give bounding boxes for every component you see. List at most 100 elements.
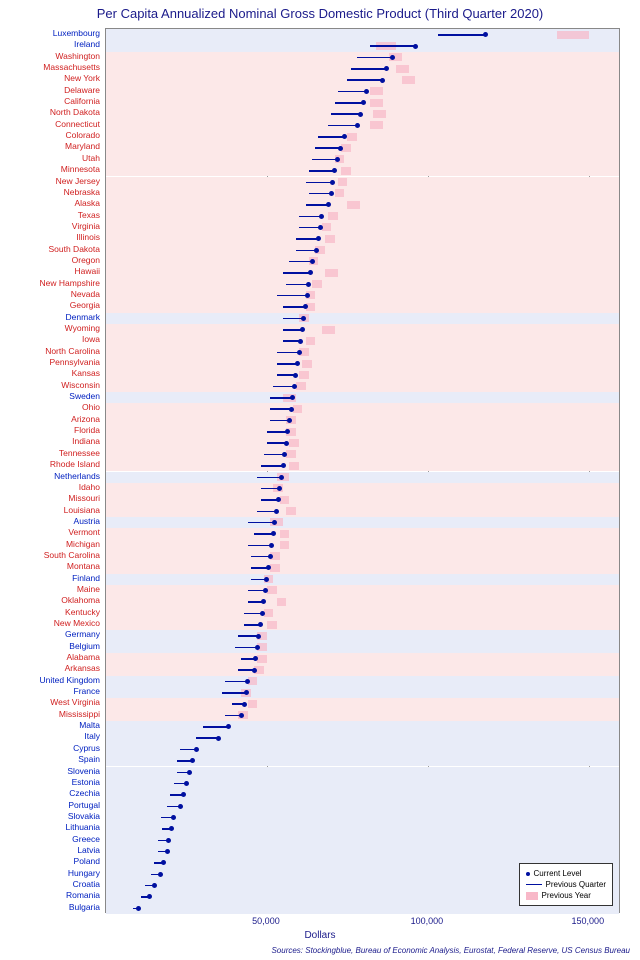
data-row: [106, 789, 619, 800]
row-label: Italy: [0, 731, 100, 742]
row-label: New Mexico: [0, 618, 100, 629]
row-label: Croatia: [0, 879, 100, 890]
prev-quarter-line: [299, 227, 320, 229]
prev-quarter-line: [315, 147, 341, 149]
current-dot: [171, 815, 176, 820]
prev-year-marker: [264, 609, 274, 617]
legend-prevy: Previous Year: [526, 890, 606, 901]
legend-label: Previous Quarter: [546, 880, 606, 889]
prev-quarter-line: [309, 193, 332, 195]
row-label: Belgium: [0, 641, 100, 652]
data-row: [106, 540, 619, 551]
data-row: [106, 778, 619, 789]
row-label: Luxembourg: [0, 28, 100, 39]
row-label: Delaware: [0, 85, 100, 96]
current-dot: [329, 191, 334, 196]
current-dot: [147, 894, 152, 899]
prev-quarter-line: [289, 261, 312, 263]
prev-year-marker: [370, 87, 383, 95]
prev-year-marker: [286, 507, 296, 515]
data-row: [106, 267, 619, 278]
prev-year-marker: [289, 462, 299, 470]
current-dot: [306, 282, 311, 287]
prev-year-marker: [322, 326, 335, 334]
row-label: South Dakota: [0, 244, 100, 255]
legend: Current Level Previous Quarter Previous Ye…: [519, 863, 613, 906]
row-label: Massachusetts: [0, 62, 100, 73]
row-label: Maine: [0, 584, 100, 595]
prev-quarter-line: [277, 295, 308, 297]
sources-text: Sources: Stockingblue, Bureau of Economi…: [0, 946, 630, 955]
prev-year-marker: [396, 65, 409, 73]
current-dot: [318, 225, 323, 230]
current-dot: [295, 361, 300, 366]
prev-year-marker: [322, 223, 332, 231]
current-dot: [483, 32, 488, 37]
data-row: [106, 211, 619, 222]
prev-quarter-line: [257, 477, 281, 479]
prev-quarter-line: [261, 465, 284, 467]
current-dot: [165, 849, 170, 854]
current-dot: [380, 78, 385, 83]
row-label: Illinois: [0, 232, 100, 243]
prev-year-marker: [299, 371, 309, 379]
current-dot: [364, 89, 369, 94]
data-row: [106, 154, 619, 165]
data-row: [106, 801, 619, 812]
prev-quarter-line: [438, 34, 486, 36]
current-dot: [281, 463, 286, 468]
prev-quarter-line: [357, 57, 392, 59]
data-row: [106, 415, 619, 426]
data-row: [106, 301, 619, 312]
data-row: [106, 29, 619, 40]
prev-quarter-line: [248, 522, 275, 524]
current-dot: [300, 327, 305, 332]
row-label: Finland: [0, 573, 100, 584]
prev-year-marker: [289, 439, 299, 447]
data-row: [106, 335, 619, 346]
data-row: [106, 642, 619, 653]
row-label: Nebraska: [0, 187, 100, 198]
row-label: New York: [0, 73, 100, 84]
current-dot: [358, 112, 363, 117]
data-row: [106, 392, 619, 403]
row-label: Rhode Island: [0, 459, 100, 470]
data-row: [106, 403, 619, 414]
prev-quarter-line: [222, 692, 246, 694]
data-row: [106, 619, 619, 630]
data-row: [106, 233, 619, 244]
row-label: Louisiana: [0, 505, 100, 516]
data-row: [106, 63, 619, 74]
row-label: Minnesota: [0, 164, 100, 175]
current-dot: [355, 123, 360, 128]
current-dot: [239, 713, 244, 718]
legend-label: Current Level: [534, 869, 582, 878]
row-label: Oklahoma: [0, 595, 100, 606]
prev-year-marker: [325, 235, 335, 243]
prev-year-marker: [306, 337, 316, 345]
row-label: Kansas: [0, 368, 100, 379]
current-dot: [287, 418, 292, 423]
legend-current: Current Level: [526, 868, 606, 879]
prev-quarter-line: [203, 726, 229, 728]
current-dot: [330, 180, 335, 185]
data-row: [106, 472, 619, 483]
row-label: Georgia: [0, 300, 100, 311]
row-label: Colorado: [0, 130, 100, 141]
row-label: Arizona: [0, 414, 100, 425]
row-label: Vermont: [0, 527, 100, 538]
prev-year-marker: [296, 382, 306, 390]
current-dot: [252, 668, 257, 673]
data-row: [106, 86, 619, 97]
legend-label: Previous Year: [542, 891, 591, 900]
data-row: [106, 358, 619, 369]
data-row: [106, 437, 619, 448]
row-label: Bulgaria: [0, 902, 100, 913]
row-label: Cyprus: [0, 743, 100, 754]
row-label: Netherlands: [0, 471, 100, 482]
row-label: Austria: [0, 516, 100, 527]
row-label: Ohio: [0, 402, 100, 413]
gdp-chart: Per Capita Annualized Nominal Gross Dome…: [0, 0, 640, 960]
row-label: Montana: [0, 561, 100, 572]
prev-year-marker: [286, 450, 296, 458]
